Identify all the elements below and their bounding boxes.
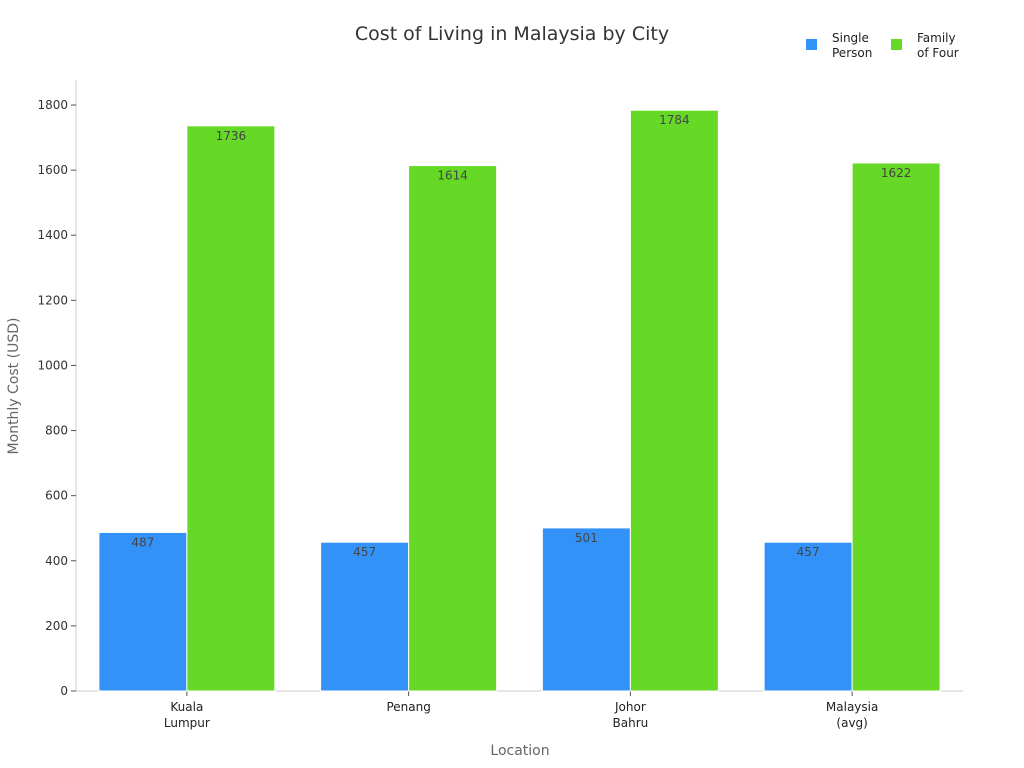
bar bbox=[320, 541, 410, 692]
legend-label: Person bbox=[832, 46, 872, 60]
x-tick-label: Kuala bbox=[170, 700, 203, 714]
chart-title: Cost of Living in Malaysia by City bbox=[355, 23, 669, 45]
y-axis-label: Monthly Cost (USD) bbox=[6, 318, 22, 455]
data-label: 501 bbox=[575, 531, 598, 545]
x-tick-label: Penang bbox=[386, 700, 430, 714]
data-label: 1784 bbox=[659, 113, 690, 127]
y-tick-label: 0 bbox=[60, 684, 68, 698]
y-tick-label: 1600 bbox=[37, 163, 68, 177]
data-label: 1736 bbox=[216, 129, 247, 143]
y-tick-label: 1800 bbox=[37, 98, 68, 112]
data-label: 457 bbox=[797, 545, 820, 559]
legend-label: of Four bbox=[917, 46, 959, 60]
legend-swatch bbox=[891, 39, 902, 50]
data-label: 487 bbox=[131, 535, 154, 549]
x-tick-label: Johor bbox=[614, 700, 646, 714]
y-tick-label: 1000 bbox=[37, 358, 68, 372]
x-tick-label: Lumpur bbox=[164, 716, 210, 730]
legend-label: Single bbox=[832, 31, 869, 45]
bar bbox=[98, 531, 188, 692]
y-tick-label: 600 bbox=[45, 489, 68, 503]
bar bbox=[763, 541, 853, 692]
x-tick-label: Malaysia bbox=[826, 700, 878, 714]
x-tick-label: (avg) bbox=[836, 716, 867, 730]
y-tick-label: 1400 bbox=[37, 228, 68, 242]
y-tick-label: 200 bbox=[45, 619, 68, 633]
data-label: 1614 bbox=[437, 169, 468, 183]
y-tick-label: 400 bbox=[45, 554, 68, 568]
x-axis-label: Location bbox=[490, 743, 549, 759]
x-tick-label: Bahru bbox=[613, 716, 649, 730]
bar bbox=[186, 125, 276, 692]
bar bbox=[408, 165, 498, 692]
bar bbox=[629, 109, 719, 692]
data-label: 457 bbox=[353, 545, 376, 559]
data-label: 1622 bbox=[881, 166, 912, 180]
y-tick-label: 800 bbox=[45, 424, 68, 438]
bar bbox=[541, 527, 631, 692]
bar bbox=[851, 162, 941, 692]
legend-swatch bbox=[806, 39, 817, 50]
y-tick-label: 1200 bbox=[37, 293, 68, 307]
legend-label: Family bbox=[917, 31, 956, 45]
